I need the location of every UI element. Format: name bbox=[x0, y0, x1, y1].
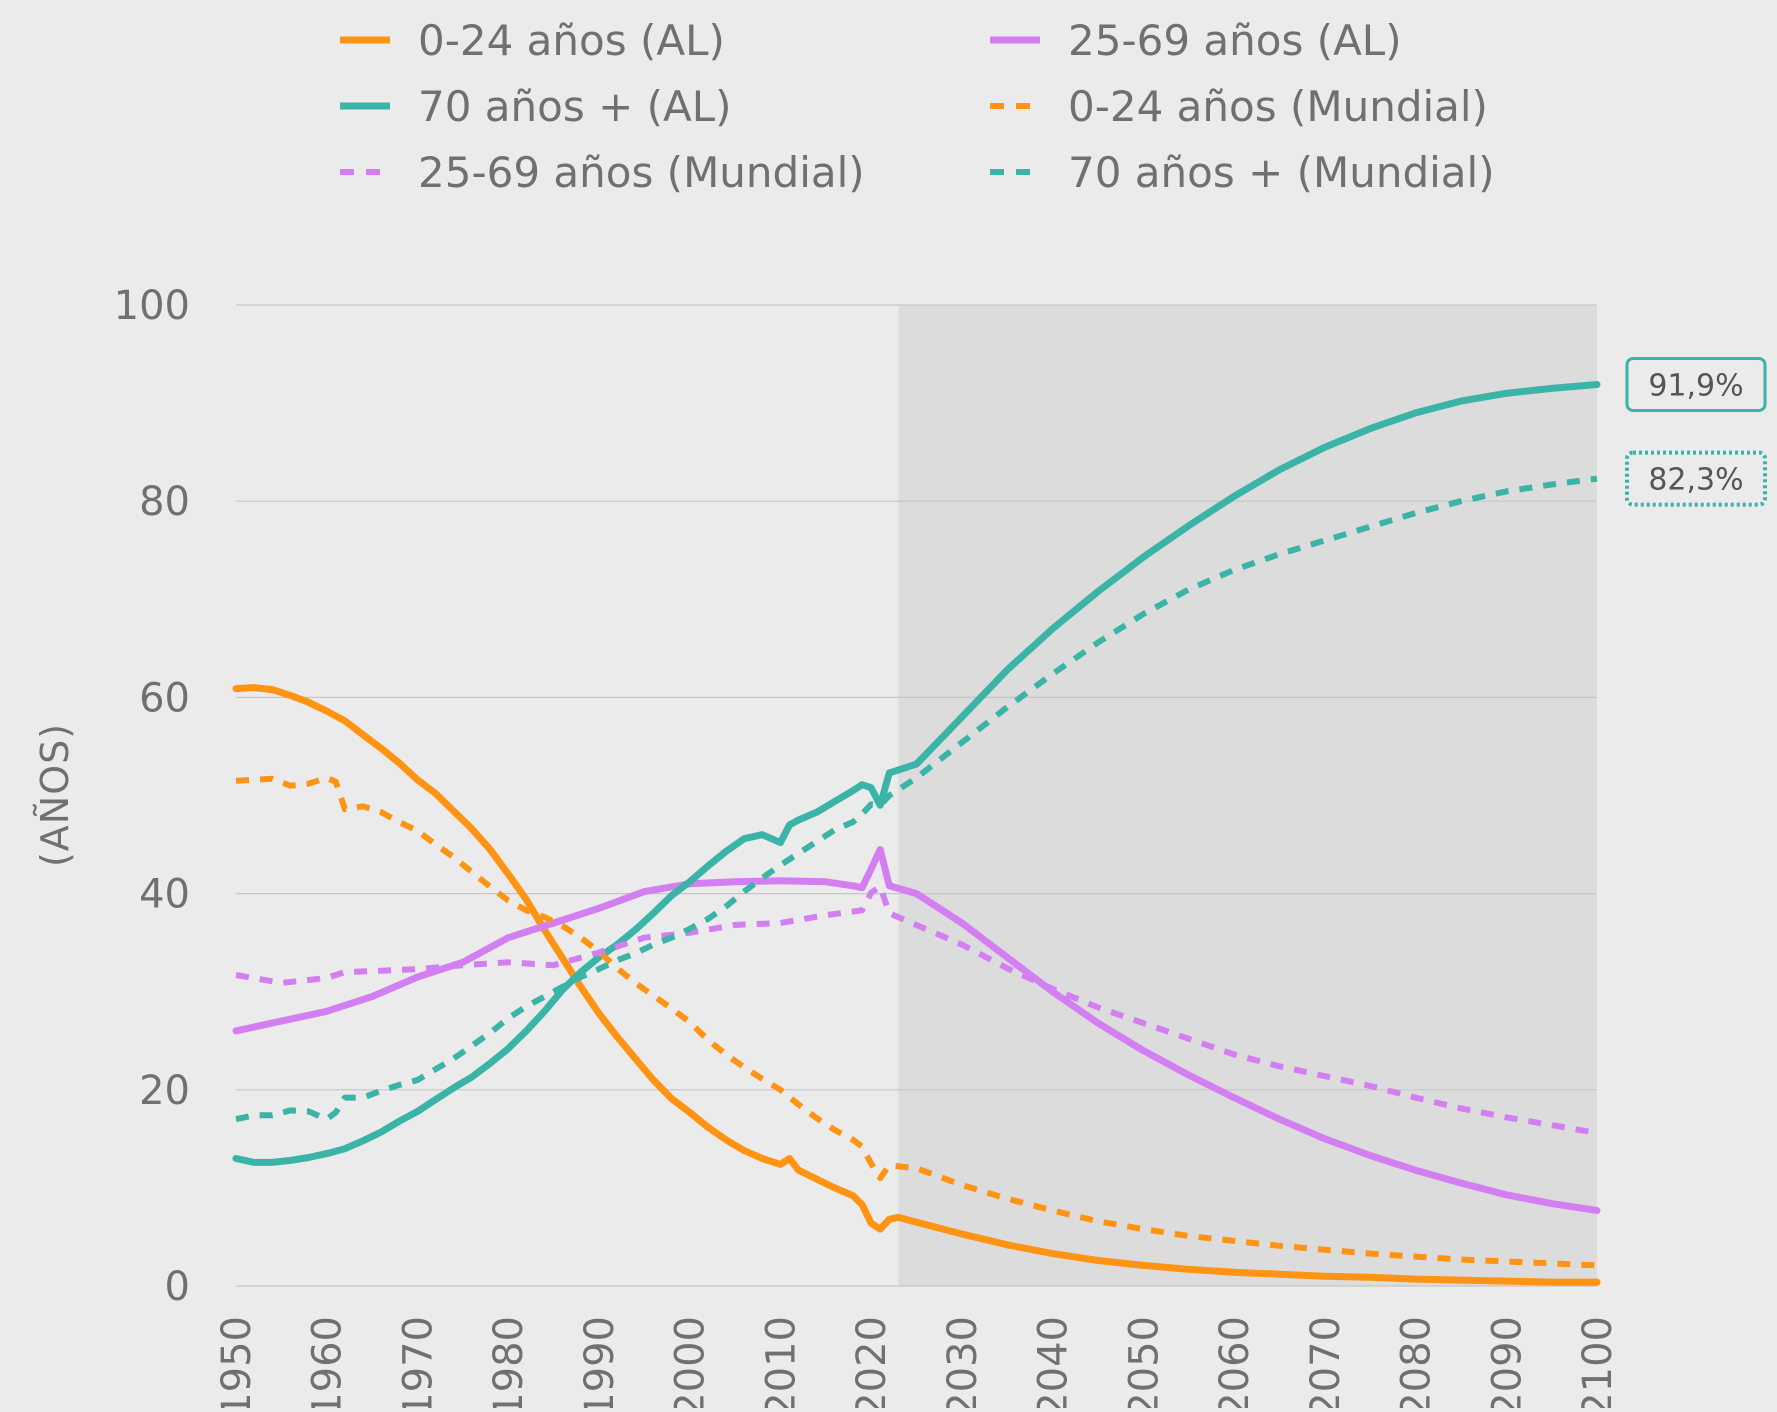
end-label-box-2 bbox=[1625, 450, 1767, 507]
x-tick-label: 2010 bbox=[758, 1316, 804, 1408]
x-tick-label: 2070 bbox=[1303, 1316, 1349, 1408]
x-tick-label: 2090 bbox=[1484, 1316, 1530, 1408]
y-tick-label: 80 bbox=[139, 479, 190, 525]
legend-label-4: 0-24 años (Mundial) bbox=[1068, 82, 1488, 131]
x-tick-label: 1950 bbox=[214, 1316, 260, 1408]
legend-label-2: 25-69 años (AL) bbox=[1068, 16, 1402, 65]
legend-label-6: 70 años + (Mundial) bbox=[1068, 148, 1495, 197]
end-label-2: 82,3% bbox=[1648, 463, 1743, 498]
x-tick-label: 1990 bbox=[577, 1316, 623, 1408]
x-tick-label: 2030 bbox=[940, 1316, 986, 1408]
y-tick-label: 40 bbox=[139, 872, 190, 918]
y-tick-label: 20 bbox=[139, 1068, 190, 1114]
legend-label-1: 0-24 años (AL) bbox=[418, 16, 725, 65]
end-label-1: 91,9% bbox=[1648, 368, 1743, 403]
y-axis-label: (AÑOS) bbox=[33, 723, 77, 867]
x-tick-label: 2100 bbox=[1575, 1316, 1621, 1408]
series-line-3 bbox=[232, 381, 1601, 1166]
x-tick-label: 1970 bbox=[395, 1316, 441, 1408]
x-tick-label: 1980 bbox=[486, 1316, 532, 1408]
x-tick-label: 2040 bbox=[1031, 1316, 1077, 1408]
x-tick-label: 2000 bbox=[668, 1316, 714, 1408]
y-tick-label: 0 bbox=[165, 1264, 190, 1310]
x-tick-label: 2080 bbox=[1394, 1316, 1440, 1408]
x-tick-label: 2020 bbox=[849, 1316, 895, 1408]
series-line-4 bbox=[235, 774, 1598, 1269]
end-label-box-1 bbox=[1625, 356, 1767, 412]
legend-label-3: 70 años + (AL) bbox=[418, 82, 732, 131]
legend-label-5: 25-69 años (Mundial) bbox=[418, 148, 865, 197]
x-tick-label: 2050 bbox=[1121, 1316, 1167, 1408]
series-line-6 bbox=[235, 475, 1598, 1123]
x-tick-label: 2060 bbox=[1212, 1316, 1258, 1408]
series-line-2 bbox=[232, 846, 1601, 1214]
series-line-1 bbox=[232, 684, 1601, 1286]
projection-band bbox=[898, 305, 1597, 1286]
y-tick-label: 60 bbox=[139, 675, 190, 721]
x-tick-label: 1960 bbox=[305, 1316, 351, 1408]
y-tick-label: 100 bbox=[114, 283, 190, 329]
